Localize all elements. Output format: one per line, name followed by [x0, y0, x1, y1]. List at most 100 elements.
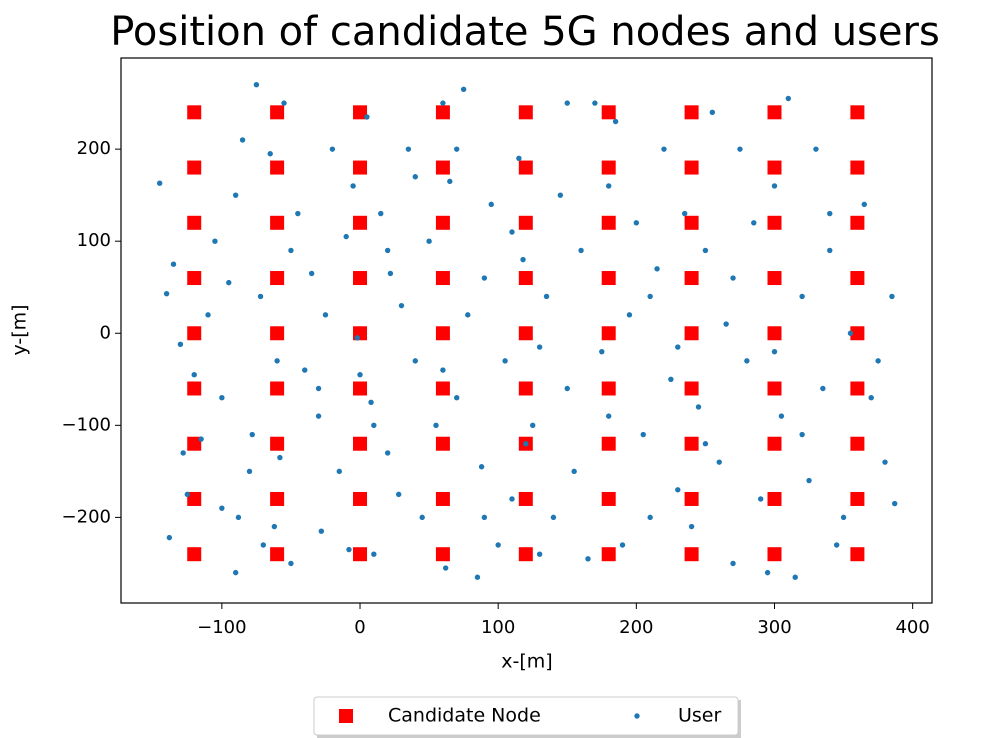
node-marker	[601, 160, 616, 175]
user-point	[564, 385, 570, 392]
user-point	[315, 385, 322, 392]
user-point	[440, 367, 446, 373]
user-point	[232, 569, 239, 576]
node-marker	[601, 215, 616, 230]
node-marker	[767, 326, 782, 341]
user-point	[599, 348, 605, 355]
user-point	[523, 441, 529, 447]
user-point	[495, 542, 501, 548]
node-marker	[518, 491, 533, 506]
user-point	[274, 358, 280, 364]
user-point	[688, 523, 695, 530]
x-tick-label: 100	[481, 617, 515, 638]
user-point	[277, 454, 283, 461]
user-point	[442, 565, 449, 571]
node-marker	[353, 105, 368, 120]
node-marker	[767, 215, 782, 230]
node-marker	[187, 381, 202, 396]
user-point	[433, 422, 439, 429]
node-marker	[435, 105, 450, 120]
user-point	[384, 450, 391, 456]
user-point	[530, 422, 536, 429]
user-point	[626, 312, 633, 318]
node-marker	[850, 491, 865, 506]
node-marker	[601, 105, 616, 120]
node-marker	[518, 215, 533, 230]
node-marker	[850, 105, 865, 120]
node-marker	[767, 271, 782, 286]
user-point	[357, 371, 363, 378]
x-tick-label: −100	[197, 617, 246, 638]
legend-marker	[634, 713, 640, 719]
user-point	[889, 293, 895, 300]
x-tick-label: 400	[895, 617, 929, 638]
user-point	[695, 404, 702, 410]
y-axis-label: y-[m]	[9, 304, 31, 355]
node-marker	[684, 160, 699, 175]
user-point	[647, 514, 653, 521]
legend-box	[313, 696, 739, 736]
node-marker	[187, 160, 202, 175]
node-marker	[435, 381, 450, 396]
user-point	[465, 312, 471, 318]
user-point	[419, 514, 425, 521]
user-point	[564, 100, 570, 106]
node-marker	[187, 491, 202, 506]
node-marker	[850, 160, 865, 175]
node-marker	[850, 271, 865, 286]
node-marker	[601, 326, 616, 341]
user-point	[847, 330, 854, 336]
node-marker	[850, 381, 865, 396]
user-point	[177, 341, 184, 348]
user-point	[509, 229, 515, 235]
user-point	[606, 183, 612, 189]
user-point	[882, 459, 888, 465]
node-marker	[270, 105, 285, 120]
node-marker	[187, 436, 202, 451]
user-point	[536, 551, 543, 557]
node-marker	[353, 215, 368, 230]
user-point	[454, 395, 460, 401]
node-marker	[601, 271, 616, 286]
user-point	[520, 256, 526, 263]
user-point	[792, 574, 798, 580]
user-point	[730, 275, 736, 281]
y-tick-label: 200	[77, 138, 111, 159]
node-marker	[684, 215, 699, 230]
node-marker	[518, 271, 533, 286]
user-point	[764, 569, 771, 576]
user-point	[198, 436, 204, 442]
user-point	[405, 146, 412, 152]
x-tick-label: 200	[619, 617, 653, 638]
node-marker	[435, 160, 450, 175]
user-point	[384, 247, 391, 254]
user-point	[398, 302, 405, 309]
node-marker	[850, 215, 865, 230]
user-point	[585, 556, 591, 562]
y-tick-label: 0	[100, 322, 111, 343]
user-point	[329, 146, 336, 152]
user-point	[454, 146, 460, 152]
user-point	[891, 500, 898, 507]
user-point	[440, 100, 446, 106]
legend-label: User	[678, 705, 721, 727]
user-point	[840, 514, 847, 521]
node-marker	[518, 160, 533, 175]
node-marker	[767, 381, 782, 396]
user-point	[308, 270, 315, 277]
user-point	[771, 183, 778, 189]
user-point	[820, 385, 826, 392]
user-point	[730, 560, 736, 567]
node-marker	[601, 436, 616, 451]
user-point	[378, 210, 384, 217]
user-point	[474, 574, 481, 580]
user-point	[502, 358, 508, 364]
node-marker	[353, 436, 368, 451]
node-marker	[435, 271, 450, 286]
user-point	[619, 542, 626, 548]
user-point	[156, 180, 163, 186]
user-point	[737, 146, 743, 152]
x-tick-label: 300	[757, 617, 791, 638]
node-marker	[353, 381, 368, 396]
node-marker	[270, 547, 285, 562]
